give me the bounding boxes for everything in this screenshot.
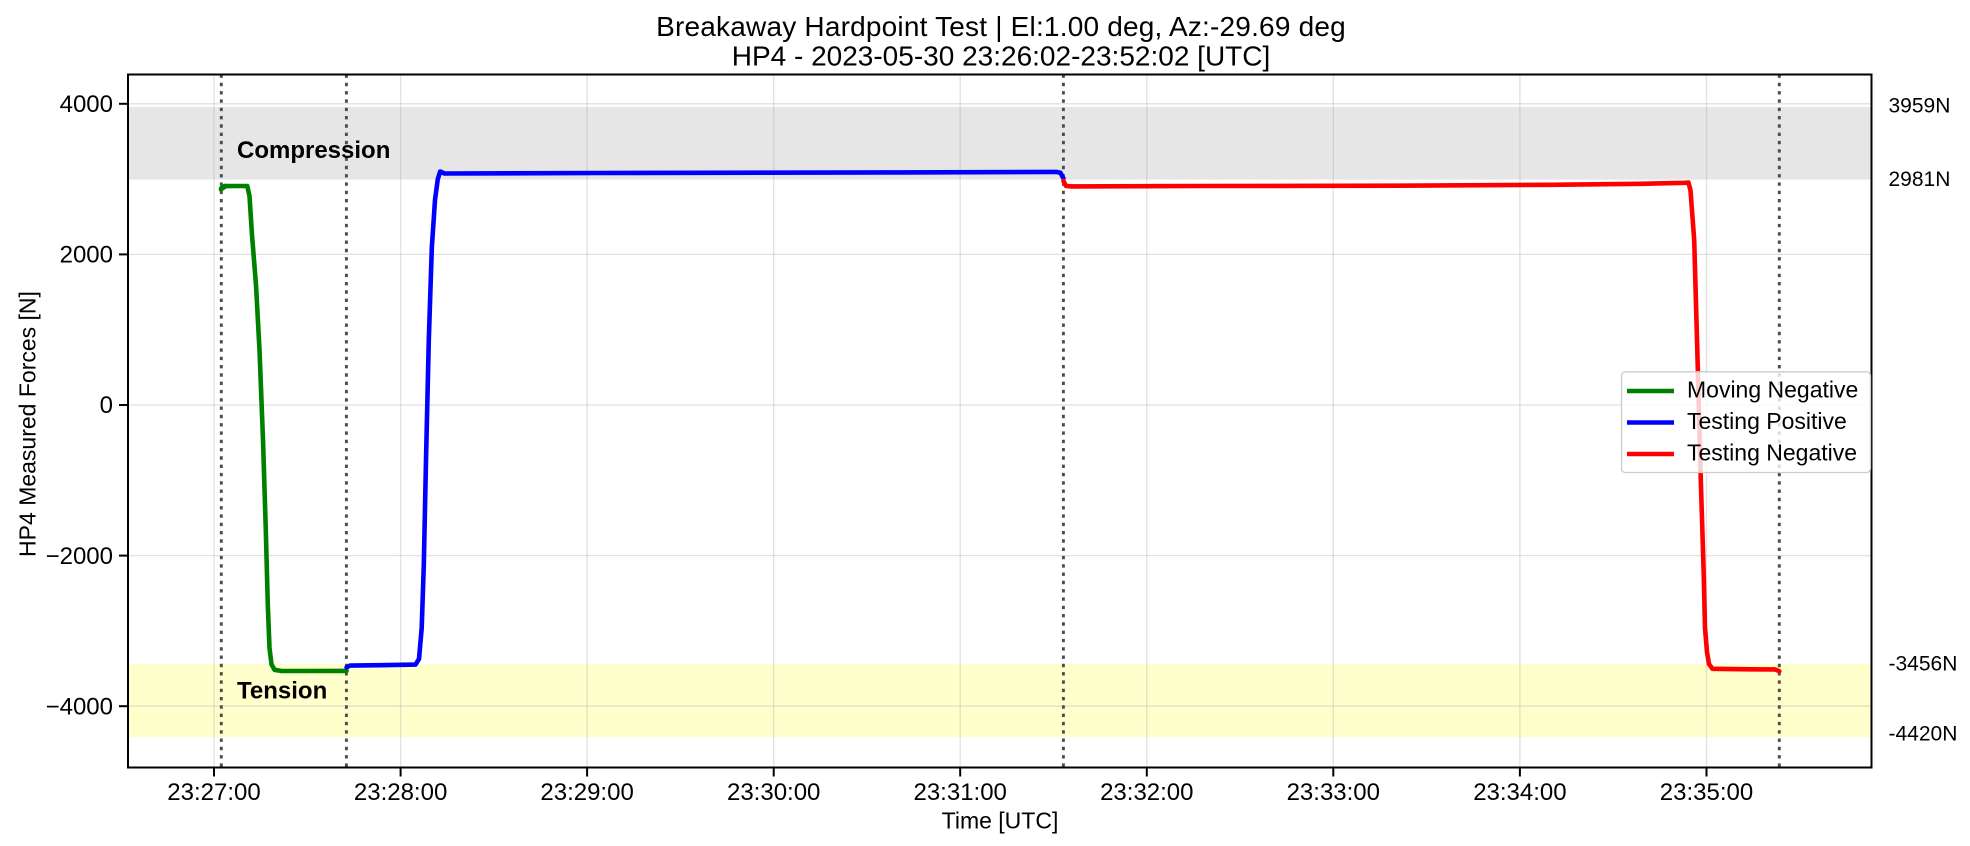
svg-text:23:34:00: 23:34:00 (1473, 779, 1566, 806)
svg-text:HP4 Measured Forces [N]: HP4 Measured Forces [N] (15, 291, 41, 557)
svg-text:Testing Negative: Testing Negative (1687, 440, 1857, 466)
svg-text:-4420N: -4420N (1889, 723, 1958, 746)
svg-text:Testing Positive: Testing Positive (1687, 408, 1847, 434)
svg-text:Compression: Compression (237, 137, 390, 164)
svg-text:23:29:00: 23:29:00 (540, 779, 633, 806)
svg-text:23:32:00: 23:32:00 (1100, 779, 1193, 806)
svg-text:Breakaway Hardpoint Test | El:: Breakaway Hardpoint Test | El:1.00 deg, … (656, 11, 1346, 42)
svg-text:3959N: 3959N (1889, 95, 1951, 118)
svg-text:23:35:00: 23:35:00 (1660, 779, 1753, 806)
svg-text:0: 0 (100, 392, 113, 419)
svg-text:23:30:00: 23:30:00 (727, 779, 820, 806)
svg-text:−2000: −2000 (46, 543, 113, 570)
svg-text:HP4 - 2023-05-30 23:26:02-23:5: HP4 - 2023-05-30 23:26:02-23:52:02 [UTC] (732, 41, 1271, 72)
svg-text:23:33:00: 23:33:00 (1287, 779, 1380, 806)
svg-text:−4000: −4000 (46, 693, 113, 720)
svg-text:2000: 2000 (60, 242, 113, 269)
svg-text:-3456N: -3456N (1889, 653, 1958, 676)
svg-text:4000: 4000 (60, 91, 113, 118)
svg-text:Moving Negative: Moving Negative (1687, 377, 1858, 403)
svg-text:2981N: 2981N (1889, 168, 1951, 191)
svg-text:Tension: Tension (237, 678, 327, 705)
svg-text:23:28:00: 23:28:00 (354, 779, 447, 806)
svg-text:23:27:00: 23:27:00 (167, 779, 260, 806)
svg-text:23:31:00: 23:31:00 (913, 779, 1006, 806)
svg-text:Time [UTC]: Time [UTC] (942, 808, 1059, 834)
